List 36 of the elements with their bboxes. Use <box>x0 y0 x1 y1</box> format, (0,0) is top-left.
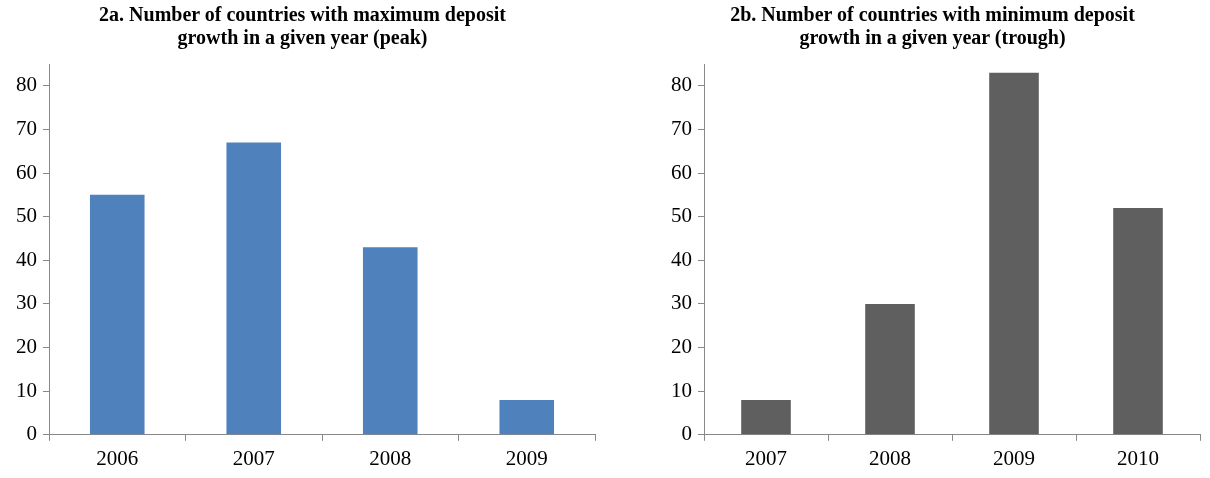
chart-title: 2a. Number of countries with maximum deposit growth in a given year (peak) <box>99 2 507 49</box>
x-tick-label: 2006 <box>96 445 139 470</box>
bar <box>499 399 555 435</box>
y-tick-label: 20 <box>16 334 37 359</box>
bar <box>362 247 418 435</box>
x-tick-label: 2008 <box>369 445 412 470</box>
y-tick-label: 0 <box>681 421 692 446</box>
y-tick-label: 10 <box>16 377 37 402</box>
x-tick-label: 2010 <box>1117 445 1159 470</box>
y-tick-label: 60 <box>671 159 692 184</box>
bar <box>989 72 1039 435</box>
x-tick-label: 2009 <box>505 445 548 470</box>
bar <box>865 303 915 435</box>
y-tick-label: 10 <box>671 377 692 402</box>
y-tick-label: 30 <box>16 290 37 315</box>
bar <box>1113 207 1163 435</box>
y-tick-label: 70 <box>16 115 37 140</box>
y-tick-label: 40 <box>671 246 692 271</box>
x-tick-label: 2007 <box>232 445 275 470</box>
x-tick-label: 2007 <box>745 445 787 470</box>
y-tick-label: 80 <box>671 72 692 97</box>
y-tick-label: 20 <box>671 334 692 359</box>
y-tick-label: 50 <box>671 203 692 228</box>
y-tick-label: 70 <box>671 115 692 140</box>
bar <box>741 399 791 435</box>
y-tick-label: 30 <box>671 290 692 315</box>
y-tick-label: 40 <box>16 246 37 271</box>
x-tick-label: 2008 <box>869 445 911 470</box>
y-tick-label: 50 <box>16 203 37 228</box>
x-tick-label: 2009 <box>993 445 1035 470</box>
y-tick-label: 0 <box>26 421 37 446</box>
chart-title: 2b. Number of countries with minimum deposit growth in a given year (trough) <box>730 2 1136 49</box>
y-tick-label: 80 <box>16 72 37 97</box>
bar <box>226 142 282 435</box>
y-tick-label: 60 <box>16 159 37 184</box>
bar <box>89 194 145 435</box>
